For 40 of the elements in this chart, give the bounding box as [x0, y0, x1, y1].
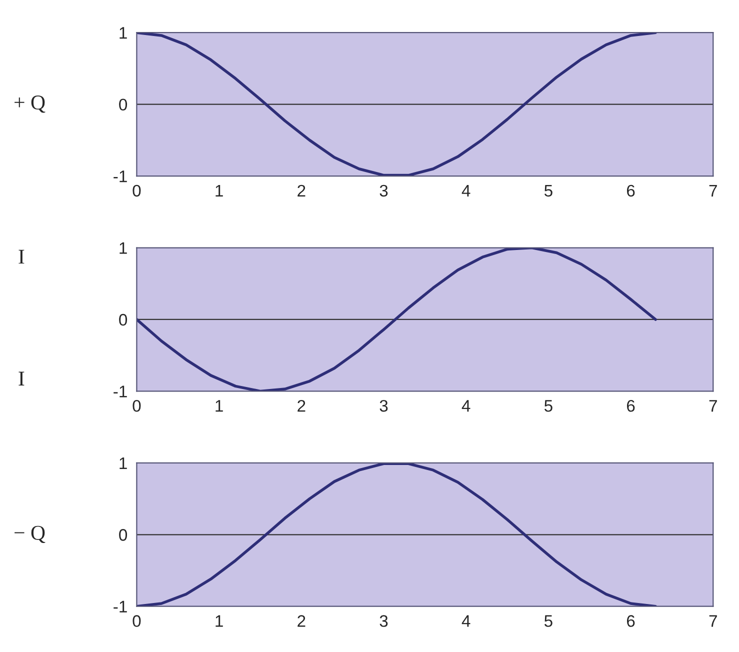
y-tick-label: 1: [120, 457, 127, 469]
x-tick-label: 0: [132, 615, 141, 627]
x-tick-label: 7: [709, 400, 717, 412]
x-tick-label: 3: [380, 615, 388, 627]
x-tick-label: 3: [380, 400, 388, 412]
y-tick-label: 0: [119, 98, 128, 111]
x-tick-label: 2: [298, 400, 306, 412]
x-tick-label: 2: [298, 184, 306, 196]
x-tick-label: 4: [462, 184, 470, 196]
x-tick-label: 1: [216, 615, 223, 627]
x-tick-label: 7: [709, 184, 717, 196]
y-axis-title: + Q: [14, 96, 46, 113]
y-tick-label: 0: [119, 529, 128, 541]
x-tick-label: 0: [132, 400, 141, 412]
y-tick-label: 1: [120, 27, 127, 39]
y-tick-label: 0: [119, 314, 128, 326]
x-tick-label: 7: [709, 615, 717, 627]
x-tick-label: 3: [380, 184, 388, 197]
x-tick-label: 6: [627, 400, 635, 412]
y-tick-label: -1: [114, 170, 127, 182]
y-tick-label: 1: [120, 242, 127, 254]
x-tick-label: 4: [462, 615, 470, 627]
line-series: [136, 248, 657, 392]
x-tick-label: 5: [544, 184, 552, 197]
x-tick-label: 0: [132, 184, 141, 197]
y-tick-label: -1: [114, 386, 127, 398]
text: I: [18, 372, 24, 386]
line-series: [136, 462, 657, 606]
y-axis-title: − Q: [14, 526, 46, 544]
x-tick-label: 5: [544, 615, 552, 627]
x-tick-label: 6: [627, 615, 635, 627]
y-tick-label: -1: [114, 600, 127, 612]
x-tick-label: 1: [216, 400, 223, 412]
x-tick-label: 2: [298, 615, 306, 627]
x-tick-label: 5: [544, 400, 552, 412]
x-tick-label: 1: [216, 184, 223, 196]
x-tick-label: 6: [627, 184, 635, 197]
x-tick-label: 4: [462, 400, 470, 412]
text: I: [18, 250, 24, 264]
line-series: [136, 32, 657, 176]
